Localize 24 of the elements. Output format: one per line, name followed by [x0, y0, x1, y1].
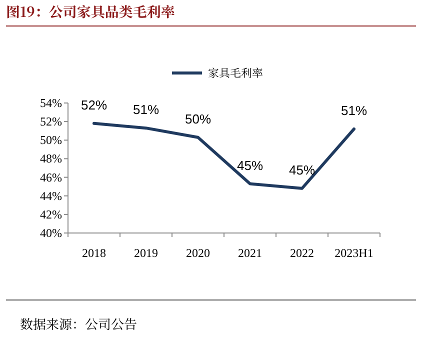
chart-title: 图19：公司家具品类毛利率: [6, 2, 176, 22]
data-label: 51%: [132, 102, 160, 118]
y-tick-label: 54%: [40, 96, 62, 110]
y-tick-label: 42%: [40, 207, 62, 222]
data-label: 45%: [236, 158, 264, 173]
y-tick-label: 44%: [40, 188, 62, 203]
y-tick-label: 50%: [40, 133, 62, 148]
x-tick-label: 2020: [186, 246, 210, 260]
y-tick-label: 52%: [40, 114, 62, 129]
y-tick-label: 48%: [40, 152, 62, 166]
data-label: 51%: [340, 103, 368, 118]
y-tick-label: 46%: [40, 170, 62, 184]
x-tick-label: 2021: [238, 246, 262, 260]
source-note: 数据来源：公司公告: [20, 314, 138, 333]
y-tick-label: 40%: [40, 226, 62, 240]
x-tick-label: 2022: [290, 246, 314, 260]
data-label: 50%: [184, 111, 212, 126]
x-tick-label: 2023H1: [334, 246, 374, 260]
data-label: 45%: [288, 162, 316, 178]
legend-label: 家具毛利率: [208, 65, 263, 81]
legend: 家具毛利率: [172, 65, 263, 81]
x-tick-label: 2019: [134, 246, 158, 260]
data-label: 52%: [80, 97, 108, 112]
x-tick-label: 2018: [82, 246, 106, 260]
